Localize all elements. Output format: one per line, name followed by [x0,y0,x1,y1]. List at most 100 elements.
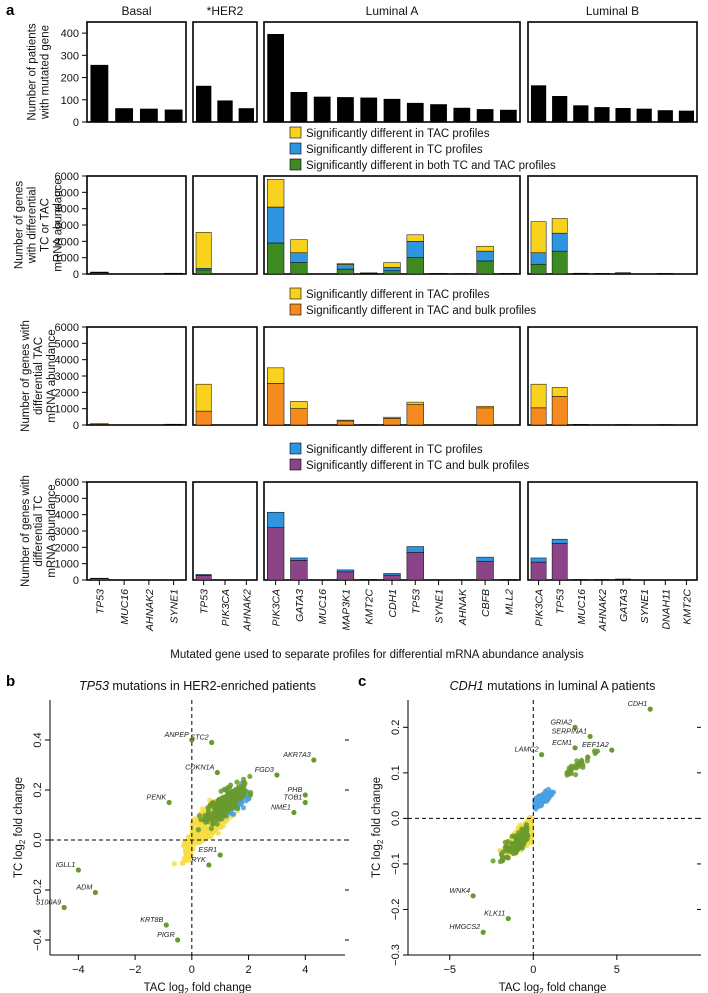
bar-mll2 [499,109,517,122]
data-point [237,801,243,808]
annotated-point [291,809,297,816]
y-axis-label-line: with mutated gene [40,25,52,120]
data-point [502,839,508,845]
data-point [240,805,247,811]
bar-segment-pik3ca-both [267,242,285,275]
y-tick-label: 100 [61,95,79,107]
annotation-krt8b: KRT8B [140,915,163,924]
data-point [181,840,188,846]
bar-syne1 [430,104,447,122]
data-point [219,795,226,802]
annotated-point [166,799,172,806]
annotated-point [609,747,615,753]
data-point [580,764,586,770]
annotated-point [311,757,317,763]
bar-muc16 [313,96,331,122]
data-point [171,861,178,867]
y-axis-label: Number of genes withdifferential TACmRNA… [20,320,58,432]
gene-label-kmt2c: KMT2C [681,589,693,625]
gene-label-muc16: MUC16 [576,589,588,625]
bar-segment-tp53-tac [406,234,424,242]
gene-label-muc16: MUC16 [317,589,329,625]
bar-segment-tp53-tc-bulk [195,575,212,581]
bar-segment-map3k1-both [336,268,355,275]
bar-segment-gata3-both [290,262,308,275]
data-point [220,806,226,812]
x-axis-title-end: fold change [189,982,252,993]
x-tick-label: 2 [245,964,251,976]
bar-segment-pik3ca-tc-bulk [530,561,547,581]
annotation-anpep: ANPEP [163,730,189,739]
bar-segment-tp53-tac [90,423,109,425]
bar-segment-cbfb-tac [476,405,494,409]
bar-segment-pik3ca-tac-bulk [267,383,285,426]
data-point [208,825,214,832]
x-tick-label: 5 [614,964,620,976]
y-tick-label: 0 [73,575,79,587]
group-title-luminalb: Luminal B [586,4,639,18]
data-point [240,784,246,790]
group-box-basal [86,326,187,426]
y-tick-label: −0.1 [390,853,402,875]
group-box-her [192,175,258,275]
legend-swatch [289,303,302,316]
group-title-basal: Basal [121,4,151,18]
gene-label-ahnak2: AHNAK2 [241,589,253,632]
annotation-s100a9: S100A9 [36,898,62,907]
legend-swatch [289,458,302,471]
annotation-hmgcs2: HMGCS2 [449,922,480,931]
legend-swatch [289,126,302,139]
data-point [210,800,216,806]
bar-segment-pik3ca-tc [267,206,285,244]
annotation-klk11: KLK11 [484,909,505,918]
bar-segment-cbfb-tc-bulk [476,560,494,581]
y-tick-label: 1000 [55,559,79,571]
bar-segment-gata3-tc [290,557,308,561]
legend-swatch [289,442,302,455]
y-axis-title-end: fold change [13,777,25,840]
y-tick-label: 0.1 [390,765,402,780]
panel-c-scatter: CDH1 mutations in luminal A patients −5 0 5… [371,679,701,993]
gene-label-map3k1: MAP3K1 [340,589,352,630]
bar-row-2: Number of geneswith differentialTC or TA… [14,171,698,281]
data-point [543,791,549,797]
legend-label: Significantly different in TAC profiles [306,128,490,140]
bar-kmt2c [360,97,378,122]
y-tick-label: 300 [61,50,79,62]
legend-label: Significantly different in TAC and bulk … [306,305,536,317]
bar-gata3 [615,108,631,122]
y-tick-label: 4000 [55,510,79,522]
annotation-igll1: IGLL1 [56,860,76,869]
annotation-stc2: STC2 [190,733,208,742]
y-axis-label: Number of genes withdifferential TCmRNA … [20,475,58,587]
bar-segment-cdh1-tac [383,416,401,419]
y-axis-title: TC log2 fold change [13,777,27,878]
y-tick-label: 6000 [55,477,79,489]
bar-segment-tp53-tc-bulk [551,543,568,581]
annotated-point [539,752,545,758]
data-point [228,806,234,812]
data-point [536,795,543,801]
annotated-point [217,852,223,858]
bar-segment-tp53-tac [551,218,568,234]
x-tick-label: −2 [129,964,142,976]
y-axis-label-line: with differential [27,187,39,265]
annotated-point [209,739,215,746]
bar-row-1: Number of patientswith mutated gene 0 100 2… [27,4,698,129]
data-point [247,792,254,798]
data-point [247,773,253,780]
bar-cdh1 [383,98,401,122]
y-tick-label: 2000 [55,236,79,248]
data-point [240,776,247,782]
x-tick-label: −5 [443,964,456,976]
bar-pik3ca [267,34,285,122]
bar-segment-cdh1-both [383,270,401,275]
bar-segment-tp53-tac [195,232,212,269]
bar-tp53 [552,96,568,122]
data-point [543,795,549,801]
data-point [545,786,552,792]
x-tick-label: 4 [302,964,308,976]
data-point [234,789,240,795]
data-point [568,770,574,777]
y-axis-label-line: Number of genes with [20,475,32,587]
